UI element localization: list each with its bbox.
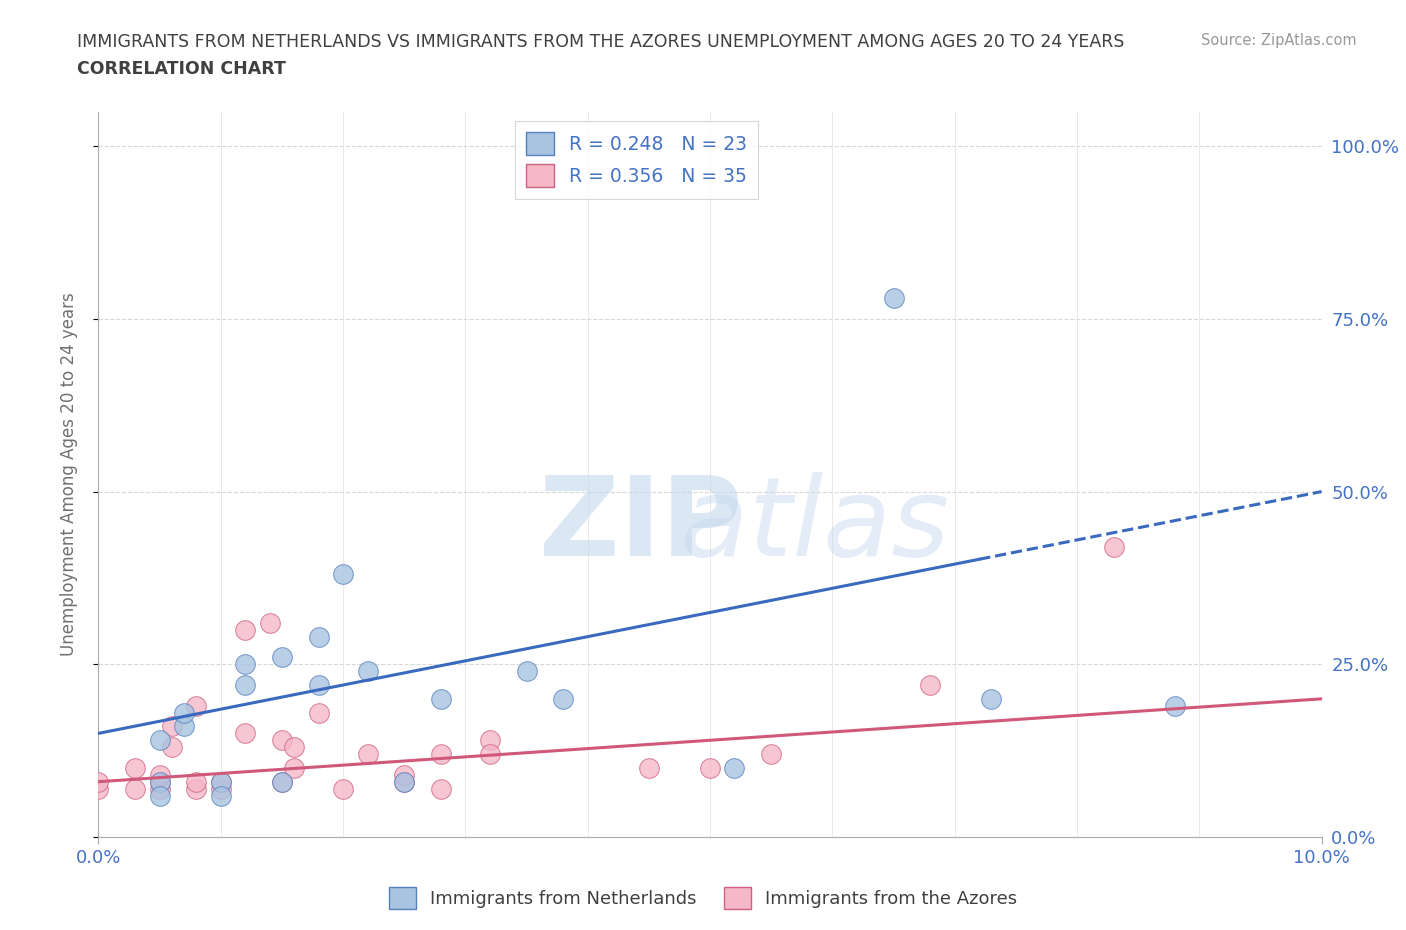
Point	[723, 761, 745, 776]
Point	[233, 678, 256, 693]
Point	[392, 775, 416, 790]
Point	[124, 761, 146, 776]
Point	[430, 691, 453, 706]
Point	[392, 767, 416, 782]
Point	[270, 650, 292, 665]
Point	[209, 788, 232, 803]
Point	[173, 719, 195, 734]
Text: ZIP: ZIP	[538, 472, 742, 578]
Point	[920, 678, 942, 693]
Point	[149, 788, 172, 803]
Point	[332, 781, 354, 796]
Point	[149, 733, 172, 748]
Point	[637, 761, 661, 776]
Point	[186, 781, 208, 796]
Point	[149, 775, 172, 790]
Point	[332, 567, 354, 582]
Point	[270, 775, 292, 790]
Point	[87, 781, 110, 796]
Point	[308, 705, 330, 720]
Point	[209, 775, 232, 790]
Point	[270, 775, 292, 790]
Point	[478, 747, 501, 762]
Text: atlas: atlas	[538, 472, 949, 578]
Y-axis label: Unemployment Among Ages 20 to 24 years: Unemployment Among Ages 20 to 24 years	[59, 292, 77, 657]
Legend: R = 0.248   N = 23, R = 0.356   N = 35: R = 0.248 N = 23, R = 0.356 N = 35	[515, 121, 758, 199]
Point	[87, 775, 110, 790]
Point	[233, 657, 256, 671]
Point	[1102, 539, 1125, 554]
Legend: Immigrants from Netherlands, Immigrants from the Azores: Immigrants from Netherlands, Immigrants …	[381, 880, 1025, 916]
Point	[209, 775, 232, 790]
Point	[883, 291, 905, 306]
Point	[392, 775, 416, 790]
Point	[553, 691, 575, 706]
Point	[699, 761, 721, 776]
Point	[308, 678, 330, 693]
Point	[149, 775, 172, 790]
Text: CORRELATION CHART: CORRELATION CHART	[77, 60, 287, 78]
Point	[233, 622, 256, 637]
Point	[124, 781, 146, 796]
Text: Source: ZipAtlas.com: Source: ZipAtlas.com	[1201, 33, 1357, 47]
Point	[160, 739, 183, 754]
Point	[308, 630, 330, 644]
Point	[283, 761, 305, 776]
Point	[759, 747, 782, 762]
Point	[478, 733, 501, 748]
Point	[186, 698, 208, 713]
Point	[430, 747, 453, 762]
Point	[430, 781, 453, 796]
Point	[209, 781, 232, 796]
Point	[259, 616, 281, 631]
Point	[1164, 698, 1187, 713]
Point	[160, 719, 183, 734]
Point	[233, 726, 256, 741]
Text: IMMIGRANTS FROM NETHERLANDS VS IMMIGRANTS FROM THE AZORES UNEMPLOYMENT AMONG AGE: IMMIGRANTS FROM NETHERLANDS VS IMMIGRANT…	[77, 33, 1125, 50]
Point	[283, 739, 305, 754]
Point	[356, 664, 378, 679]
Point	[516, 664, 538, 679]
Point	[173, 705, 195, 720]
Point	[149, 767, 172, 782]
Point	[149, 781, 172, 796]
Point	[980, 691, 1002, 706]
Point	[186, 775, 208, 790]
Point	[356, 747, 378, 762]
Point	[270, 733, 292, 748]
